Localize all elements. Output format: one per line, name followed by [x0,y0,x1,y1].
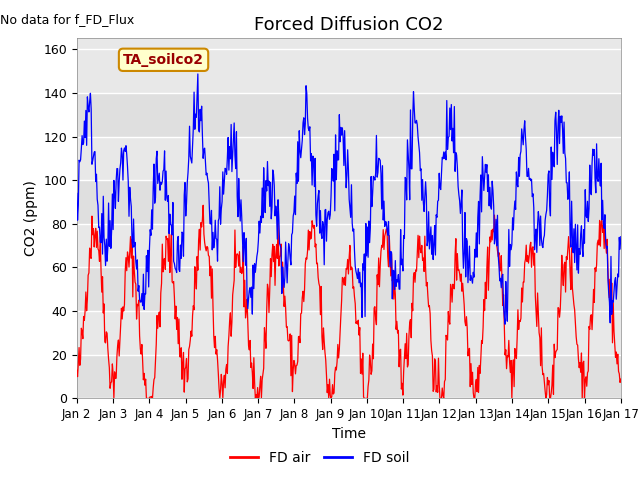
Text: No data for f_FD_Flux: No data for f_FD_Flux [1,13,134,26]
Bar [77,93,621,137]
Legend: FD air, FD soil: FD air, FD soil [225,445,415,471]
Bar [77,180,621,224]
X-axis label: Time: Time [332,427,366,441]
Title: Forced Diffusion CO2: Forced Diffusion CO2 [254,16,444,34]
Text: TA_soilco2: TA_soilco2 [123,53,204,67]
Bar [77,267,621,311]
Y-axis label: CO2 (ppm): CO2 (ppm) [24,180,38,256]
Bar [77,355,621,398]
